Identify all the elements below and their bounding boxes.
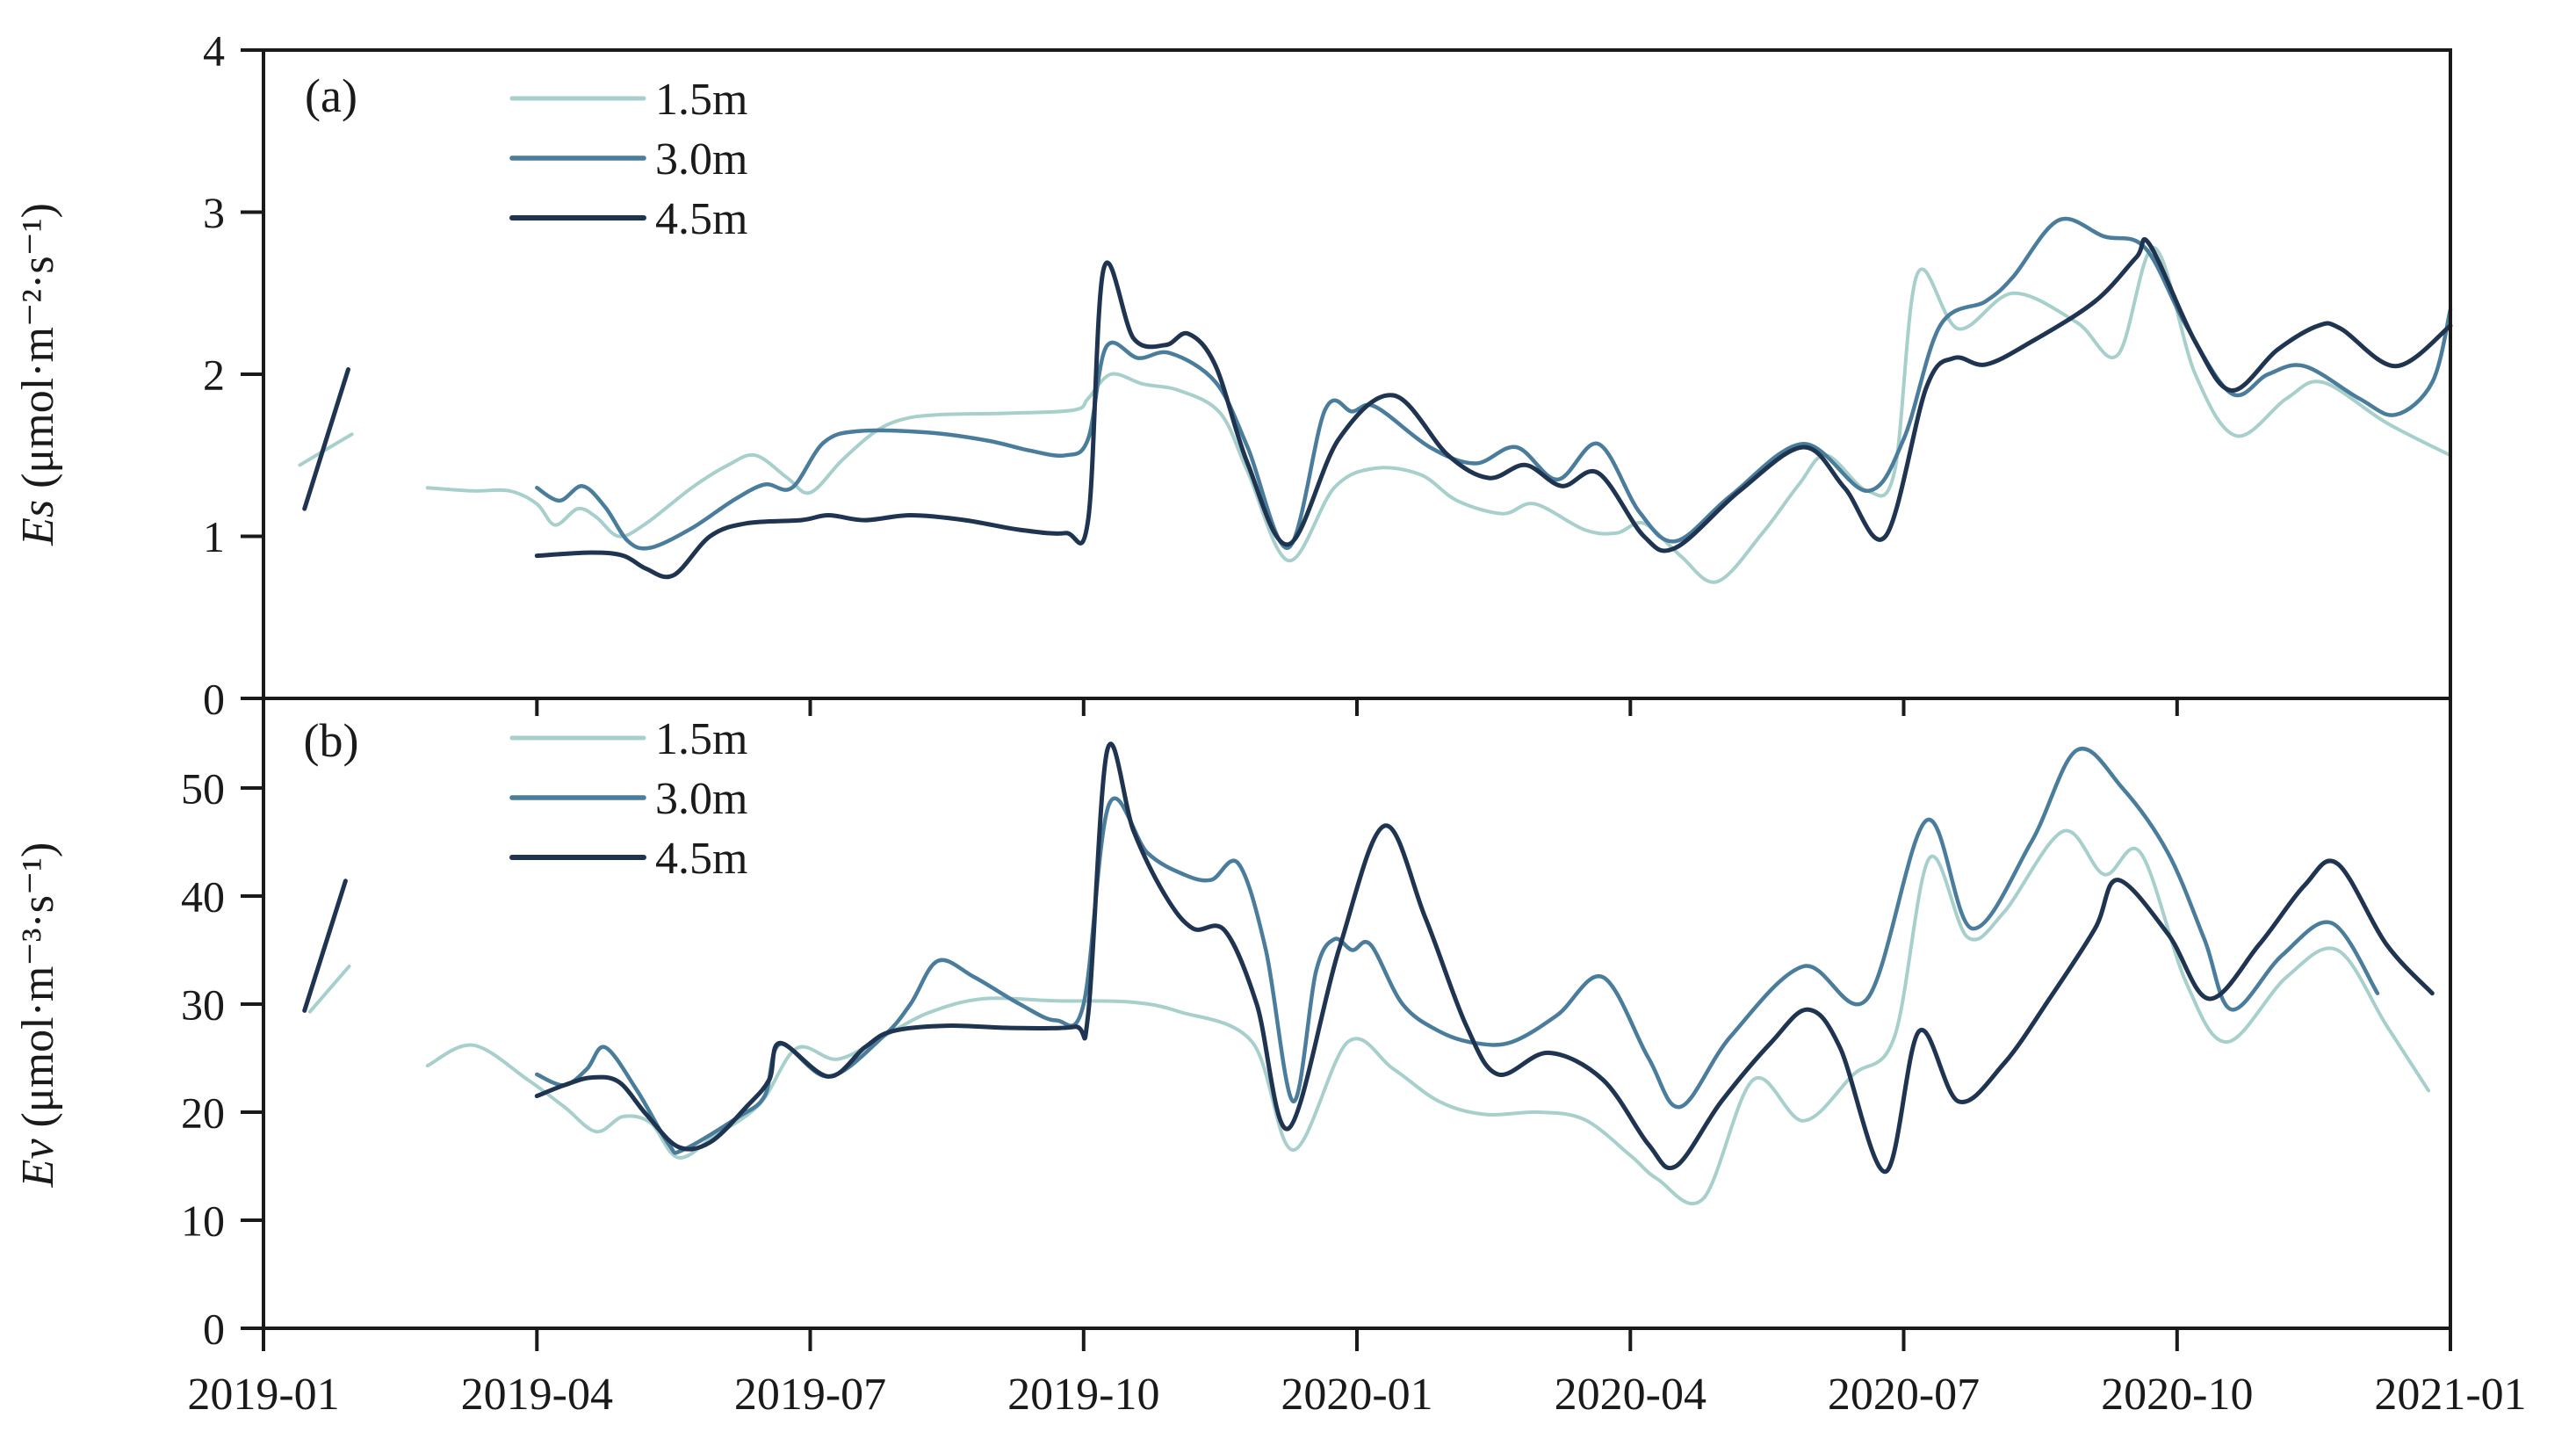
legend-item-1.5m: 1.5m (509, 75, 747, 125)
series-1.5m-segment-1 (425, 246, 2452, 584)
series-3.0m-panel-b (535, 746, 2380, 1155)
series-1.5m-segment-0 (298, 432, 354, 467)
legend-label-3.0m: 3.0m (655, 774, 747, 824)
y-tick-label: 40 (181, 872, 225, 922)
series-4.5m-segment-1 (534, 236, 2453, 580)
series-3.0m-panel-a (535, 216, 2453, 551)
series-3.0m-segment-0 (535, 216, 2453, 551)
legend-label-4.5m: 4.5m (655, 834, 747, 884)
legend-panel-a: 1.5m 3.0m 4.5m (509, 75, 747, 244)
panel-label-a: (a) (305, 69, 357, 122)
x-tick-label: 2019-01 (187, 1370, 339, 1420)
y-tick-label: 4 (203, 26, 225, 76)
legend-label-1.5m: 1.5m (655, 714, 747, 764)
x-tick-label: 2021-01 (2374, 1370, 2526, 1420)
x-tick-label: 2019-07 (734, 1370, 886, 1420)
legend-item-3.0m: 3.0m (509, 774, 747, 824)
series-4.5m-segment-0 (302, 367, 350, 511)
y-tick-label: 3 (203, 188, 225, 237)
x-tick-label: 2019-04 (461, 1370, 613, 1420)
y-tick-label: 2 (203, 351, 225, 400)
y-tick-label: 30 (181, 980, 225, 1030)
legend-label-3.0m: 3.0m (655, 134, 747, 184)
series-4.5m-panel-a (302, 236, 2453, 580)
y-tick-label: 20 (181, 1088, 225, 1138)
series-1.5m-segment-0 (307, 965, 351, 1014)
y-tick-label: 0 (203, 1305, 225, 1354)
panel-b: 0 10 20 30 40 50 2019-01 2019-04 2019-07 2019-10 2… (13, 697, 2527, 1420)
panel-label-b: (b) (304, 714, 359, 767)
panel-a-border (262, 48, 2452, 700)
panel-b-border (262, 697, 2452, 1330)
y-axis-title-b: Ev (μmol·m⁻³·s⁻¹) (13, 842, 63, 1189)
legend-item-4.5m: 4.5m (509, 834, 747, 884)
series-4.5m-panel-b (302, 741, 2435, 1175)
panel-a: 0 1 2 3 4 Es (μmol·m⁻²·s⁻¹) (a) 1.5m 3.0m 4.5m (13, 26, 2453, 724)
y-tick-label: 0 (203, 675, 225, 724)
series-4.5m-segment-1 (534, 741, 2435, 1175)
x-tick-label: 2019-10 (1007, 1370, 1159, 1420)
y-tick-label: 1 (203, 512, 225, 561)
legend-item-4.5m: 4.5m (509, 194, 747, 244)
y-tick-label: 10 (181, 1197, 225, 1246)
x-tick-label: 2020-07 (1828, 1370, 1980, 1420)
y-tick-label: 50 (181, 764, 225, 813)
y-axis-title-a: Es (μmol·m⁻²·s⁻¹) (13, 203, 63, 546)
legend-label-4.5m: 4.5m (655, 194, 747, 244)
x-tick-label: 2020-01 (1281, 1370, 1432, 1420)
x-tick-label: 2020-04 (1555, 1370, 1707, 1420)
legend-panel-b: 1.5m 3.0m 4.5m (509, 714, 747, 884)
legend-item-1.5m: 1.5m (509, 714, 747, 764)
legend-item-3.0m: 3.0m (509, 134, 747, 184)
legend-label-1.5m: 1.5m (655, 75, 747, 125)
series-1.5m-panel-a (298, 246, 2452, 584)
series-3.0m-segment-0 (535, 746, 2380, 1155)
x-tick-label: 2020-10 (2101, 1370, 2253, 1420)
series-4.5m-segment-0 (302, 878, 348, 1013)
